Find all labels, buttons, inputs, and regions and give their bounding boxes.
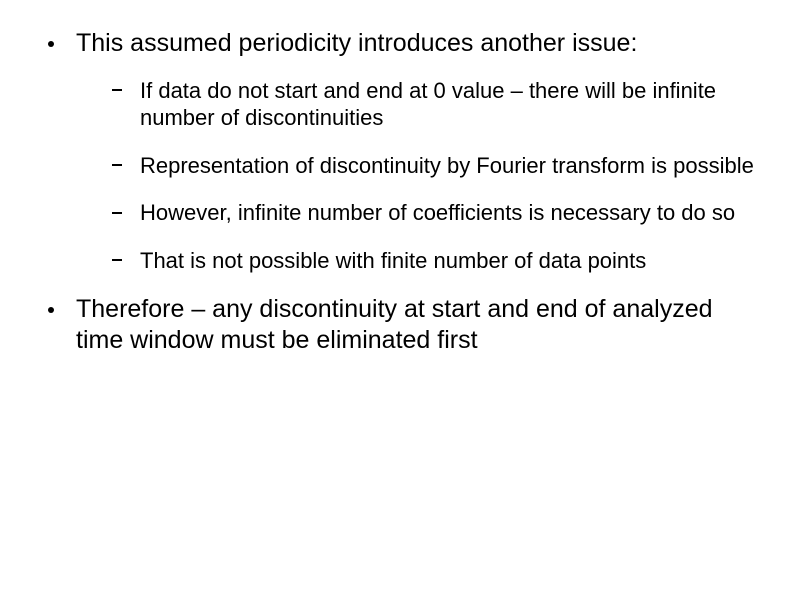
list-item: This assumed periodicity introduces anot… [40, 28, 754, 274]
sub-bullet-list: If data do not start and end at 0 value … [76, 77, 754, 275]
list-item: Representation of discontinuity by Fouri… [106, 152, 754, 180]
bullet-text: Therefore – any discontinuity at start a… [76, 295, 713, 354]
bullet-text: Representation of discontinuity by Fouri… [140, 153, 754, 178]
list-item: However, infinite number of coefficients… [106, 199, 754, 227]
slide: This assumed periodicity introduces anot… [0, 0, 794, 595]
bullet-list: This assumed periodicity introduces anot… [0, 28, 794, 355]
list-item: If data do not start and end at 0 value … [106, 77, 754, 132]
list-item: Therefore – any discontinuity at start a… [40, 294, 754, 355]
bullet-text: If data do not start and end at 0 value … [140, 78, 716, 131]
bullet-text: However, infinite number of coefficients… [140, 200, 735, 225]
bullet-text: That is not possible with finite number … [140, 248, 646, 273]
bullet-text: This assumed periodicity introduces anot… [76, 29, 637, 57]
list-item: That is not possible with finite number … [106, 247, 754, 275]
